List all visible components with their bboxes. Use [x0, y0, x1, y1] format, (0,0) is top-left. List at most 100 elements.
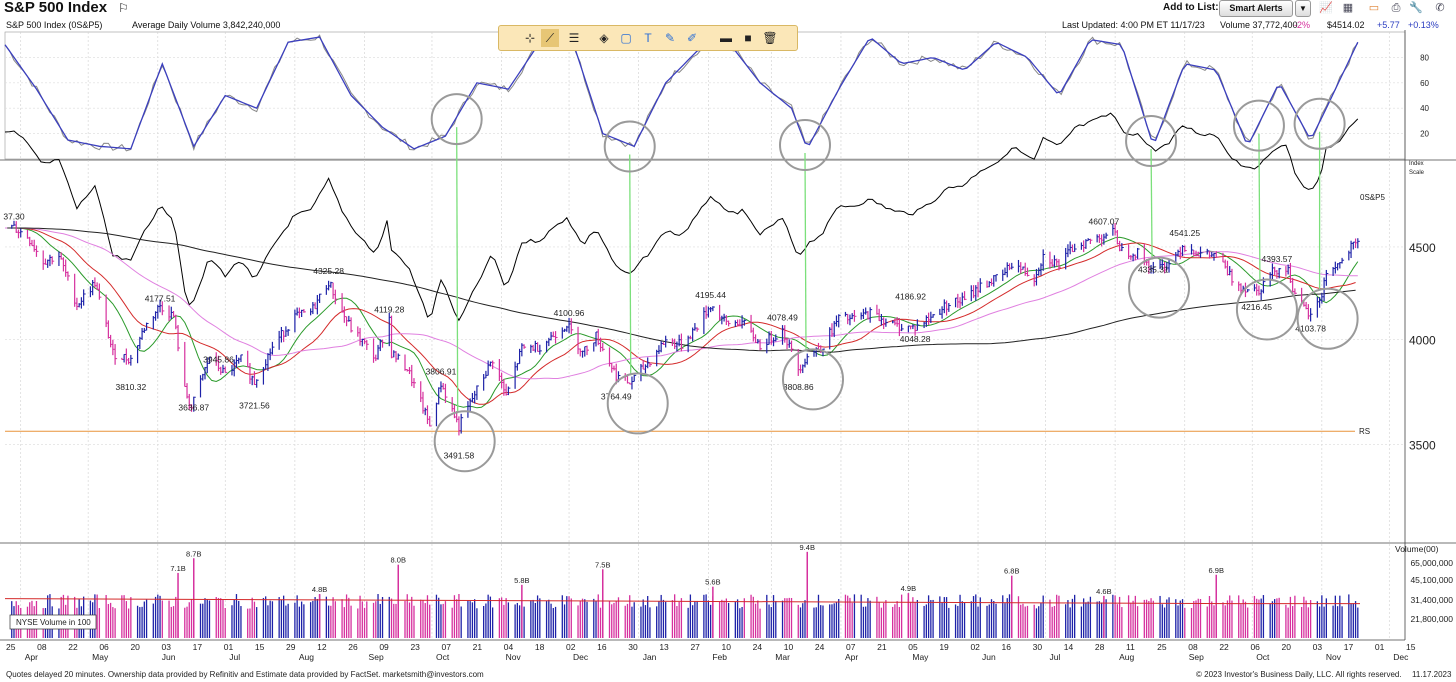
trendline-icon[interactable]: ⟋ [541, 29, 559, 47]
price-circle [1235, 278, 1298, 341]
change-pct-label: +0.13% [1408, 20, 1439, 30]
x-month-label: Jul [229, 652, 240, 662]
drawing-toolbar: ⊹ ⟋ ☰ ◈ ▢ T ✎ ✐ ▬ ■ 🗑 [498, 25, 798, 51]
x-day-label: 30 [1033, 642, 1043, 652]
price-annotation: 4186.92 [895, 292, 926, 302]
x-day-label: 03 [162, 642, 172, 652]
x-day-label: 01 [224, 642, 234, 652]
highlighter-icon[interactable]: ✐ [686, 31, 698, 45]
x-month-label: Feb [712, 652, 727, 662]
fill-icon[interactable]: ◈ [599, 31, 609, 45]
price-annotation: 3810.32 [115, 382, 146, 392]
moving-average-21 [7, 227, 1356, 405]
text-icon[interactable]: T [644, 31, 652, 45]
x-day-label: 09 [379, 642, 389, 652]
print-icon[interactable]: ⎙ [1391, 2, 1401, 14]
footer-disclaimer: Quotes delayed 20 minutes. Ownership dat… [6, 670, 484, 679]
pen-icon[interactable]: ✎ [664, 31, 676, 45]
x-month-label: Aug [1119, 652, 1134, 662]
x-day-label: 02 [566, 642, 576, 652]
smart-alerts-button[interactable]: Smart Alerts [1219, 0, 1293, 17]
price-annotation: 4100.96 [554, 308, 585, 318]
x-month-label: Jun [982, 652, 996, 662]
x-month-label: Sep [1189, 652, 1204, 662]
x-month-label: Dec [1393, 652, 1409, 662]
volume-peak-label: 6.9B [1209, 566, 1224, 575]
x-day-label: 01 [1375, 642, 1385, 652]
price-tick-label: 4000 [1409, 334, 1436, 348]
price-annotation: 4541.25 [1169, 228, 1200, 238]
x-day-label: 17 [193, 642, 203, 652]
x-day-label: 17 [1344, 642, 1354, 652]
x-day-label: 08 [1188, 642, 1198, 652]
wrench-icon[interactable]: 🔧 [1409, 2, 1423, 14]
volume-label: Volume 37,772,400 [1220, 20, 1298, 30]
x-month-label: Nov [1326, 652, 1342, 662]
page-icon[interactable]: ▭ [1368, 2, 1380, 14]
phone-icon[interactable]: ✆ [1435, 2, 1445, 14]
price-annotation: 3945.86 [203, 354, 234, 364]
stoch-tick-label: 40 [1420, 104, 1429, 113]
price-label: $4514.02 [1327, 20, 1365, 30]
footer-copyright: © 2023 Investor's Business Daily, LLC. A… [1196, 670, 1402, 679]
color-icon[interactable]: ■ [744, 31, 752, 45]
price-circle [782, 348, 844, 411]
list-icon[interactable]: ☰ [568, 31, 580, 45]
x-month-label: Sep [369, 652, 384, 662]
signal-line [1150, 149, 1153, 260]
x-day-label: 21 [877, 642, 887, 652]
price-annotation: 4195.44 [695, 290, 726, 300]
x-day-label: 16 [1002, 642, 1012, 652]
chevron-down-icon[interactable]: ▼ [1295, 0, 1311, 17]
price-annotation: 3764.49 [601, 391, 632, 401]
x-day-label: 29 [286, 642, 296, 652]
price-annotation: 4177.51 [145, 293, 176, 303]
trash-icon[interactable]: 🗑 [762, 31, 778, 45]
x-day-label: 24 [753, 642, 763, 652]
line-weight-icon[interactable]: ▬ [720, 31, 732, 45]
x-day-label: 15 [1406, 642, 1416, 652]
x-day-label: 25 [1157, 642, 1167, 652]
quote-subheader: S&P 500 Index (0S&P5) Average Daily Volu… [0, 20, 1456, 32]
signal-line [456, 127, 459, 414]
x-month-label: Nov [506, 652, 522, 662]
symbol-label: S&P 500 Index (0S&P5) [6, 20, 103, 30]
price-annotation: 4335.31 [1138, 264, 1169, 274]
x-day-label: 22 [1219, 642, 1229, 652]
volume-peak-label: 8.7B [186, 549, 201, 558]
price-annotation: 4325.28 [313, 266, 344, 276]
price-chart[interactable]: 20 40 60 80 3500 4000 4500 Index Scale RS 0S&P5 37.… [0, 30, 1456, 668]
chart-icon[interactable]: 📈 [1319, 2, 1333, 14]
change-label: +5.77 [1377, 20, 1400, 30]
rectangle-icon[interactable]: ▢ [620, 31, 632, 45]
stoch-tick-label: 20 [1420, 130, 1429, 139]
footer-date: 11.17.2023 [1412, 670, 1452, 679]
price-annotation: 4078.49 [767, 312, 798, 322]
signal-line [629, 154, 632, 376]
x-day-label: 30 [628, 642, 638, 652]
x-month-label: Apr [845, 652, 858, 662]
x-month-label: Apr [25, 652, 38, 662]
x-day-label: 11 [1126, 642, 1135, 652]
x-day-label: 10 [784, 642, 794, 652]
stochastic-circle [430, 93, 483, 146]
volume-peak-label: 4.6B [1096, 587, 1111, 596]
signal-line [804, 153, 807, 352]
price-annotation: 3636.87 [178, 402, 209, 412]
volume-average-line [4, 598, 1361, 605]
x-day-label: 06 [1250, 642, 1260, 652]
price-annotation: 4216.45 [1241, 302, 1272, 312]
flag-icon[interactable]: ⚐ [118, 1, 129, 15]
price-circle [433, 410, 496, 473]
x-day-label: 23 [410, 642, 420, 652]
page-title: S&P 500 Index [4, 0, 108, 16]
volume-legend-label: NYSE Volume in 100 [16, 618, 91, 627]
crosshair-icon[interactable]: ⊹ [524, 31, 536, 45]
relative-strength-line [4, 112, 1359, 322]
x-month-label: Aug [299, 652, 314, 662]
price-circle [606, 372, 669, 435]
x-day-label: 12 [317, 642, 327, 652]
price-annotation: 3806.91 [426, 366, 457, 376]
grid-icon[interactable]: ▦ [1342, 2, 1354, 14]
index-scale-label: Scale [1409, 170, 1425, 176]
